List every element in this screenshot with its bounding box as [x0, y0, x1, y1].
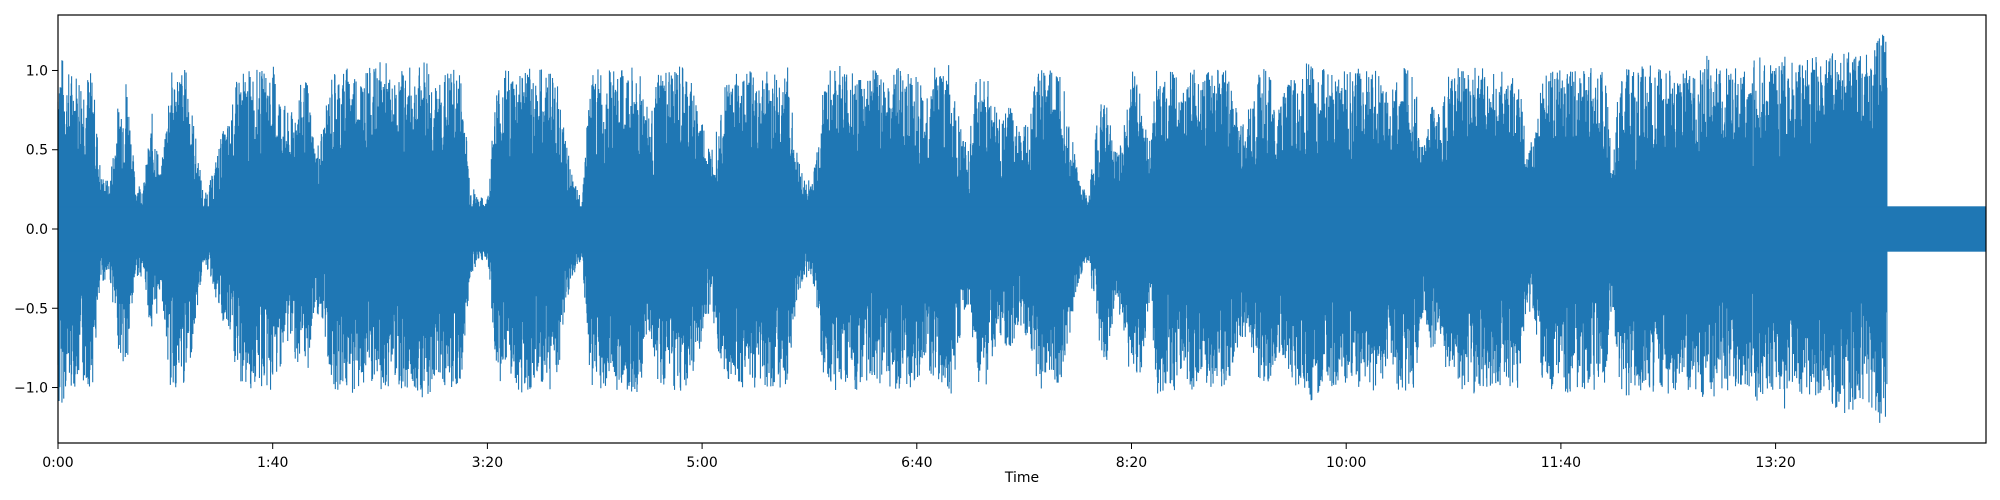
- x-tick-label: 5:00: [686, 455, 717, 471]
- y-tick-label: 0.0: [26, 222, 48, 238]
- y-axis: 1.0 0.5 0.0 −0.5 −1.0: [14, 63, 58, 397]
- x-tick-label: 10:00: [1326, 455, 1366, 471]
- x-axis: 0:00 1:40 3:20 5:00 6:40 8:20 10:00 11:40 13:20: [42, 443, 1796, 471]
- x-tick-label: 8:20: [1116, 455, 1147, 471]
- waveform-series: [57, 34, 1987, 423]
- y-tick-label: 1.0: [26, 63, 48, 79]
- x-tick-label: 0:00: [42, 455, 73, 471]
- y-tick-label: −1.0: [14, 381, 48, 397]
- x-tick-label: 11:40: [1541, 455, 1581, 471]
- y-tick-label: 0.5: [26, 143, 48, 159]
- x-tick-label: 3:20: [472, 455, 503, 471]
- x-axis-label: Time: [1004, 470, 1039, 486]
- x-tick-label: 13:20: [1755, 455, 1795, 471]
- waveform-core: [57, 206, 1987, 252]
- x-tick-label: 1:40: [257, 455, 288, 471]
- x-tick-label: 6:40: [901, 455, 932, 471]
- plot-area: [57, 14, 1987, 444]
- y-tick-label: −0.5: [14, 301, 48, 317]
